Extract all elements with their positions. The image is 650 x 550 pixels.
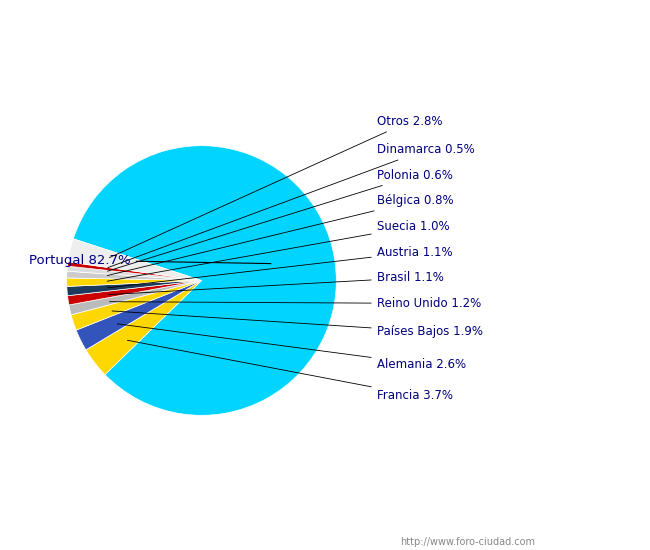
Wedge shape (86, 280, 202, 375)
Text: Francia 3.7%: Francia 3.7% (127, 340, 453, 402)
Text: Dinamarca 0.5%: Dinamarca 0.5% (108, 143, 474, 268)
Wedge shape (68, 239, 202, 280)
Wedge shape (71, 280, 202, 330)
Text: Portugal 82.7%: Portugal 82.7% (29, 254, 271, 267)
Wedge shape (73, 146, 336, 415)
Text: Alemania 2.6%: Alemania 2.6% (117, 324, 466, 371)
Wedge shape (76, 280, 202, 350)
Text: Bélgica 0.8%: Bélgica 0.8% (107, 195, 454, 276)
Text: Reino Unido 1.2%: Reino Unido 1.2% (110, 297, 481, 310)
Wedge shape (67, 278, 202, 287)
Wedge shape (68, 262, 202, 280)
Text: http://www.foro-ciudad.com: http://www.foro-ciudad.com (400, 537, 536, 547)
Text: Suecia 1.0%: Suecia 1.0% (107, 220, 449, 281)
Text: Países Bajos 1.9%: Países Bajos 1.9% (112, 311, 483, 338)
Text: Polonia 0.6%: Polonia 0.6% (107, 169, 452, 271)
Wedge shape (67, 266, 202, 280)
Text: Valencia de Alcántara - Turistas extranjeros según país - Abril de 2024: Valencia de Alcántara - Turistas extranj… (43, 21, 607, 37)
Wedge shape (68, 280, 202, 305)
Wedge shape (67, 271, 202, 280)
Text: Austria 1.1%: Austria 1.1% (107, 246, 452, 288)
Text: Otros 2.8%: Otros 2.8% (109, 115, 442, 257)
Text: Brasil 1.1%: Brasil 1.1% (109, 271, 444, 295)
Wedge shape (69, 280, 202, 315)
Wedge shape (67, 280, 202, 296)
